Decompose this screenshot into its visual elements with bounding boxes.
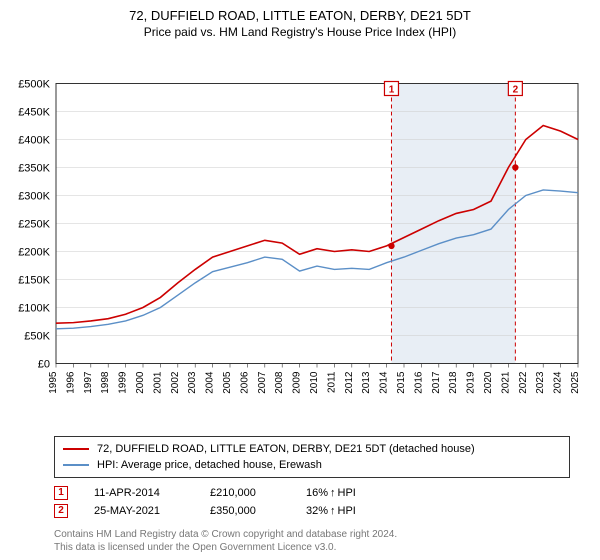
x-tick-label: 2006 — [239, 371, 250, 394]
x-tick-label: 2013 — [361, 371, 372, 394]
marker-table-hpi: 16% ↑ HPI — [306, 484, 356, 502]
legend-label: HPI: Average price, detached house, Erew… — [97, 457, 322, 473]
y-tick-label: £50K — [24, 331, 50, 343]
sale-marker-table: 1 11-APR-2014 £210,000 16% ↑ HPI 2 25-MAY-202… — [54, 484, 570, 520]
marker-table-hpi: 32% ↑ HPI — [306, 502, 356, 520]
y-tick-label: £250K — [18, 219, 50, 231]
y-tick-label: £200K — [18, 247, 50, 259]
x-tick-label: 2001 — [152, 371, 163, 394]
y-tick-label: £500K — [18, 79, 50, 91]
footer-line-2: This data is licensed under the Open Gov… — [54, 541, 570, 554]
chart-container: 72, DUFFIELD ROAD, LITTLE EATON, DERBY, … — [0, 0, 600, 560]
x-tick-label: 2010 — [309, 371, 320, 394]
x-tick-label: 1995 — [48, 371, 59, 394]
sale-marker-dot — [512, 164, 518, 170]
sale-marker-dot — [388, 243, 394, 249]
x-tick-label: 2014 — [379, 371, 390, 394]
x-tick-label: 2007 — [257, 371, 268, 394]
x-tick-label: 1998 — [100, 371, 111, 394]
marker-table-date: 11-APR-2014 — [94, 484, 184, 502]
y-tick-label: £150K — [18, 275, 50, 287]
x-tick-label: 2016 — [413, 371, 424, 394]
x-tick-label: 2009 — [292, 371, 303, 394]
y-tick-label: £300K — [18, 191, 50, 203]
y-tick-label: £100K — [18, 303, 50, 315]
x-tick-label: 2003 — [187, 371, 198, 394]
x-tick-label: 1999 — [118, 371, 129, 394]
chart-title: 72, DUFFIELD ROAD, LITTLE EATON, DERBY, … — [12, 8, 588, 23]
marker-table-row: 2 25-MAY-2021 £350,000 32% ↑ HPI — [54, 502, 570, 520]
chart-legend: 72, DUFFIELD ROAD, LITTLE EATON, DERBY, … — [54, 436, 570, 478]
chart-plot-area: £0 £50K £100K £150K £200K £250K £300K £350K £400… — [12, 45, 588, 430]
x-tick-label: 2002 — [170, 371, 181, 394]
x-tick-label: 2015 — [396, 371, 407, 394]
y-tick-label: £0 — [38, 359, 50, 371]
footer-line-1: Contains HM Land Registry data © Crown c… — [54, 528, 570, 541]
x-tick-label: 2021 — [500, 371, 511, 394]
x-tick-label: 2020 — [483, 371, 494, 394]
marker-table-price: £350,000 — [210, 502, 280, 520]
x-tick-label: 2000 — [135, 371, 146, 394]
x-tick-label: 2023 — [535, 371, 546, 394]
x-tick-label: 2017 — [431, 371, 442, 394]
x-tick-label: 2019 — [466, 371, 477, 394]
x-tick-label: 1997 — [83, 371, 94, 394]
y-tick-label: £450K — [18, 107, 50, 119]
x-tick-label: 2022 — [518, 371, 529, 394]
legend-row: 72, DUFFIELD ROAD, LITTLE EATON, DERBY, … — [63, 441, 561, 457]
y-tick-label: £350K — [18, 163, 50, 175]
marker-table-row: 1 11-APR-2014 £210,000 16% ↑ HPI — [54, 484, 570, 502]
sale-marker-num: 2 — [513, 85, 519, 96]
x-tick-label: 2011 — [326, 371, 337, 393]
attribution-footer: Contains HM Land Registry data © Crown c… — [54, 528, 570, 554]
x-tick-label: 2012 — [344, 371, 355, 394]
marker-table-num: 1 — [54, 486, 68, 500]
x-tick-label: 1996 — [65, 371, 76, 394]
line-chart-svg: £0 £50K £100K £150K £200K £250K £300K £350K £400… — [12, 45, 588, 430]
x-tick-label: 2024 — [553, 371, 564, 394]
legend-swatch — [63, 464, 89, 466]
marker-table-num: 2 — [54, 504, 68, 518]
marker-table-price: £210,000 — [210, 484, 280, 502]
sale-marker-num: 1 — [389, 85, 395, 96]
legend-label: 72, DUFFIELD ROAD, LITTLE EATON, DERBY, … — [97, 441, 475, 457]
legend-swatch — [63, 448, 89, 450]
chart-subtitle: Price paid vs. HM Land Registry's House … — [12, 25, 588, 39]
x-tick-label: 2025 — [570, 371, 581, 394]
x-tick-label: 2018 — [448, 371, 459, 394]
x-tick-label: 2005 — [222, 371, 233, 394]
x-tick-label: 2004 — [205, 371, 216, 394]
marker-table-date: 25-MAY-2021 — [94, 502, 184, 520]
x-tick-label: 2008 — [274, 371, 285, 394]
y-tick-label: £400K — [18, 135, 50, 147]
legend-row: HPI: Average price, detached house, Erew… — [63, 457, 561, 473]
